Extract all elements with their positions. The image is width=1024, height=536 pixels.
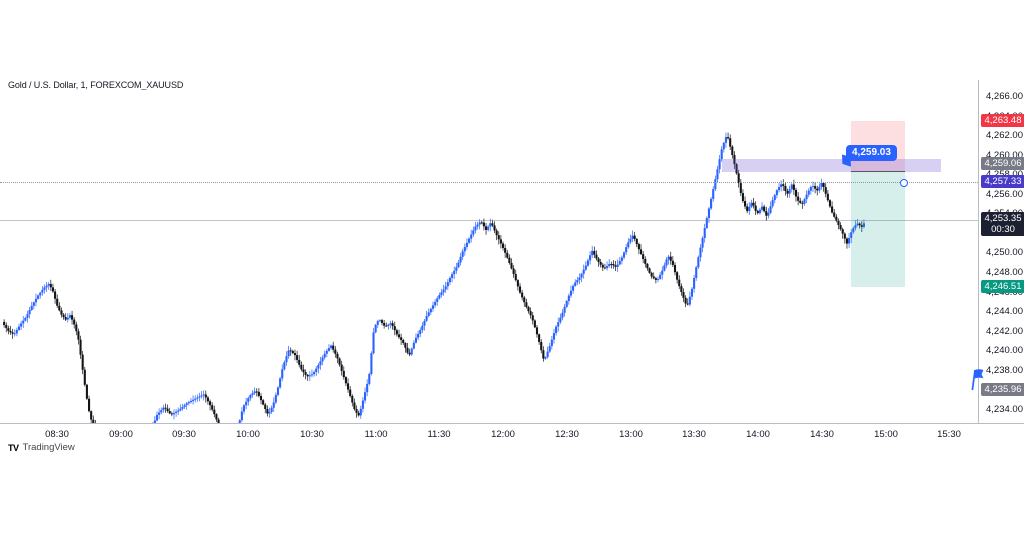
time-tick-label: 13:00 — [619, 429, 643, 440]
time-tick-label: 11:30 — [427, 429, 451, 440]
time-tick-label: 09:30 — [172, 429, 196, 440]
price-tick-label: 4,238.00 — [986, 365, 1023, 376]
symbol-title[interactable]: Gold / U.S. Dollar, 1, FOREXCOM_XAUUSD — [8, 80, 184, 90]
price-tick-label: 4,260.00 — [986, 150, 1023, 161]
price-callout-value: 4,259.03 — [852, 147, 891, 158]
price-tick-label: 4,262.00 — [986, 130, 1023, 141]
tradingview-logo-icon: TV — [8, 442, 19, 453]
price-tick-label: 4,234.00 — [986, 404, 1023, 415]
supply-zone-rectangle[interactable] — [722, 159, 941, 172]
last-price-line — [0, 220, 978, 221]
price-tick-label: 4,250.00 — [986, 247, 1023, 258]
time-tick-label: 12:00 — [491, 429, 515, 440]
price-axis[interactable]: 4,266.004,264.004,262.004,260.004,258.00… — [978, 80, 1024, 424]
time-tick-label: 15:30 — [937, 429, 961, 440]
price-tick-label: 4,248.00 — [986, 267, 1023, 278]
price-tick-label: 4,242.00 — [986, 326, 1023, 337]
time-tick-label: 10:00 — [236, 429, 260, 440]
time-tick-label: 14:30 — [810, 429, 834, 440]
time-tick-label: 15:00 — [874, 429, 898, 440]
alert-price-label: 4,235.96 — [981, 382, 1024, 396]
time-tick-label: 13:30 — [682, 429, 706, 440]
time-tick-label: 14:00 — [746, 429, 770, 440]
price-tick-label: 4,246.00 — [986, 287, 1023, 298]
candlestick-chart-canvas[interactable] — [0, 80, 978, 424]
short-position-profit-box[interactable] — [851, 172, 905, 287]
time-tick-label: 11:00 — [364, 429, 388, 440]
horizontal-line-drawing[interactable] — [0, 182, 978, 183]
time-tick-label: 10:30 — [300, 429, 324, 440]
price-tick-label: 4,244.00 — [986, 306, 1023, 317]
last-price-label: 4,253.35 00:30 — [981, 212, 1024, 236]
stop-price-label: 4,263.48 — [981, 113, 1024, 127]
time-tick-label: 12:30 — [555, 429, 579, 440]
tradingview-logo-text: TradingView — [22, 442, 75, 453]
time-tick-label: 09:00 — [109, 429, 133, 440]
time-axis[interactable]: 08:30 09:00 09:30 10:00 10:30 11:00 11:30 12:00… — [0, 423, 1024, 454]
price-tick-label: 4,266.00 — [986, 91, 1023, 102]
price-tick-label: 4,256.00 — [986, 189, 1023, 200]
bar-countdown: 00:30 — [991, 224, 1015, 235]
price-tick-label: 4,240.00 — [986, 345, 1023, 356]
zone-price-label: 4,259.06 — [981, 156, 1024, 170]
target-price-label: 4,246.51 — [981, 279, 1024, 293]
hline-price-label: 4,257.33 — [981, 174, 1024, 188]
tradingview-watermark[interactable]: TV TradingView — [8, 442, 75, 453]
alert-flag-icon[interactable] — [969, 367, 985, 397]
drawing-anchor-handle[interactable] — [900, 179, 908, 187]
price-callout[interactable]: 4,259.03 — [842, 145, 897, 167]
position-entry-line[interactable] — [851, 171, 905, 172]
time-tick-label: 08:30 — [45, 429, 69, 440]
